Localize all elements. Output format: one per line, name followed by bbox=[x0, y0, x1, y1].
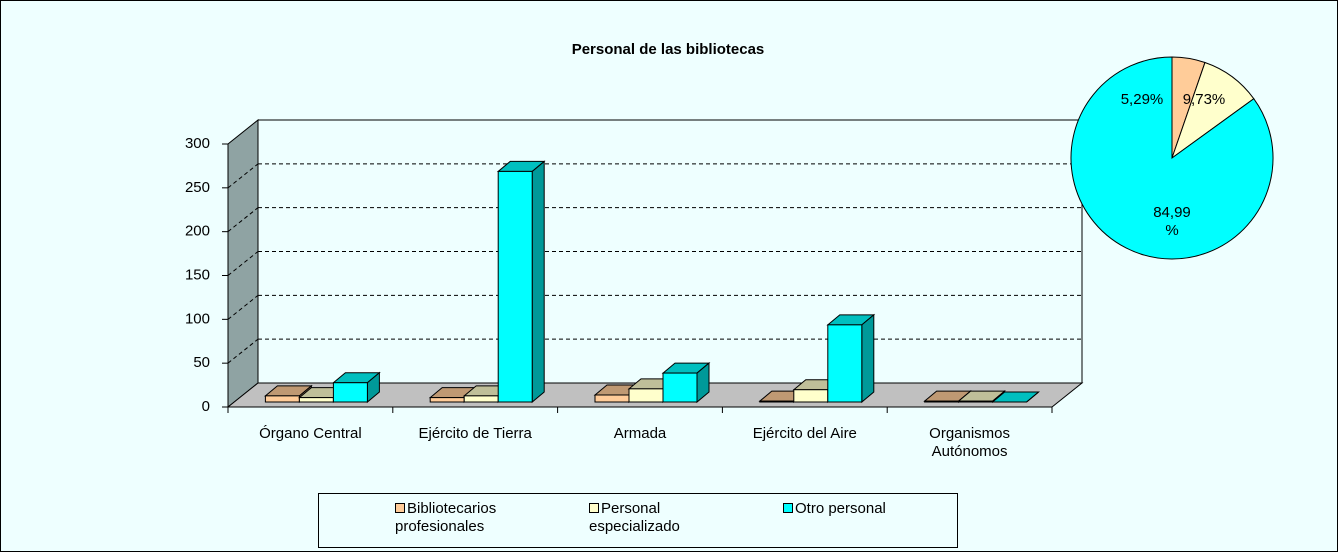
bar bbox=[793, 389, 829, 403]
legend-swatch bbox=[395, 503, 405, 513]
x-tick-label: Órgano Central bbox=[259, 425, 362, 442]
legend-label: Bibliotecarios profesionales bbox=[395, 500, 497, 535]
pie-label: 5,29% bbox=[1120, 91, 1164, 108]
bar bbox=[463, 395, 499, 403]
bar-side bbox=[1026, 391, 1039, 403]
chart-title: Personal de las bibliotecas bbox=[572, 41, 765, 58]
bar bbox=[924, 400, 960, 403]
bar bbox=[497, 170, 533, 403]
pie-label: 9,73% bbox=[1182, 91, 1226, 108]
y-tick-label: 50 bbox=[193, 354, 210, 371]
bar bbox=[594, 394, 630, 403]
legend: Bibliotecarios profesionales Personal esp… bbox=[318, 493, 958, 548]
bar bbox=[264, 395, 300, 403]
legend-item: Otro personal bbox=[783, 500, 893, 518]
side-wall bbox=[227, 118, 259, 409]
legend-item: Bibliotecarios profesionales bbox=[395, 500, 525, 536]
bar bbox=[759, 400, 795, 403]
y-tick-label: 150 bbox=[185, 266, 210, 283]
bar bbox=[827, 324, 863, 403]
y-tick-label: 200 bbox=[185, 223, 210, 240]
x-tick-label: Organismos Autónomos bbox=[929, 425, 1011, 460]
bar bbox=[662, 372, 698, 403]
bar bbox=[958, 400, 994, 403]
legend-swatch bbox=[589, 503, 599, 513]
y-tick-label: 300 bbox=[185, 135, 210, 152]
legend-label: Otro personal bbox=[795, 500, 886, 517]
bar bbox=[429, 397, 465, 403]
pie-label: 84,99 % bbox=[1153, 204, 1191, 239]
bar-side bbox=[861, 313, 875, 404]
x-tick-label: Armada bbox=[613, 425, 667, 442]
legend-swatch bbox=[783, 503, 793, 513]
bar bbox=[298, 397, 334, 403]
y-tick-label: 0 bbox=[202, 398, 210, 415]
bar-side bbox=[531, 160, 545, 404]
bar bbox=[628, 388, 664, 403]
bar bbox=[332, 382, 368, 403]
legend-label: Personal especializado bbox=[589, 500, 680, 535]
pie-slice bbox=[1070, 56, 1274, 260]
y-tick-label: 250 bbox=[185, 179, 210, 196]
y-tick-label: 100 bbox=[185, 310, 210, 327]
x-tick-label: Ejército de Tierra bbox=[418, 425, 532, 442]
x-tick-label: Ejército del Aire bbox=[752, 425, 857, 442]
legend-item: Personal especializado bbox=[589, 500, 699, 536]
